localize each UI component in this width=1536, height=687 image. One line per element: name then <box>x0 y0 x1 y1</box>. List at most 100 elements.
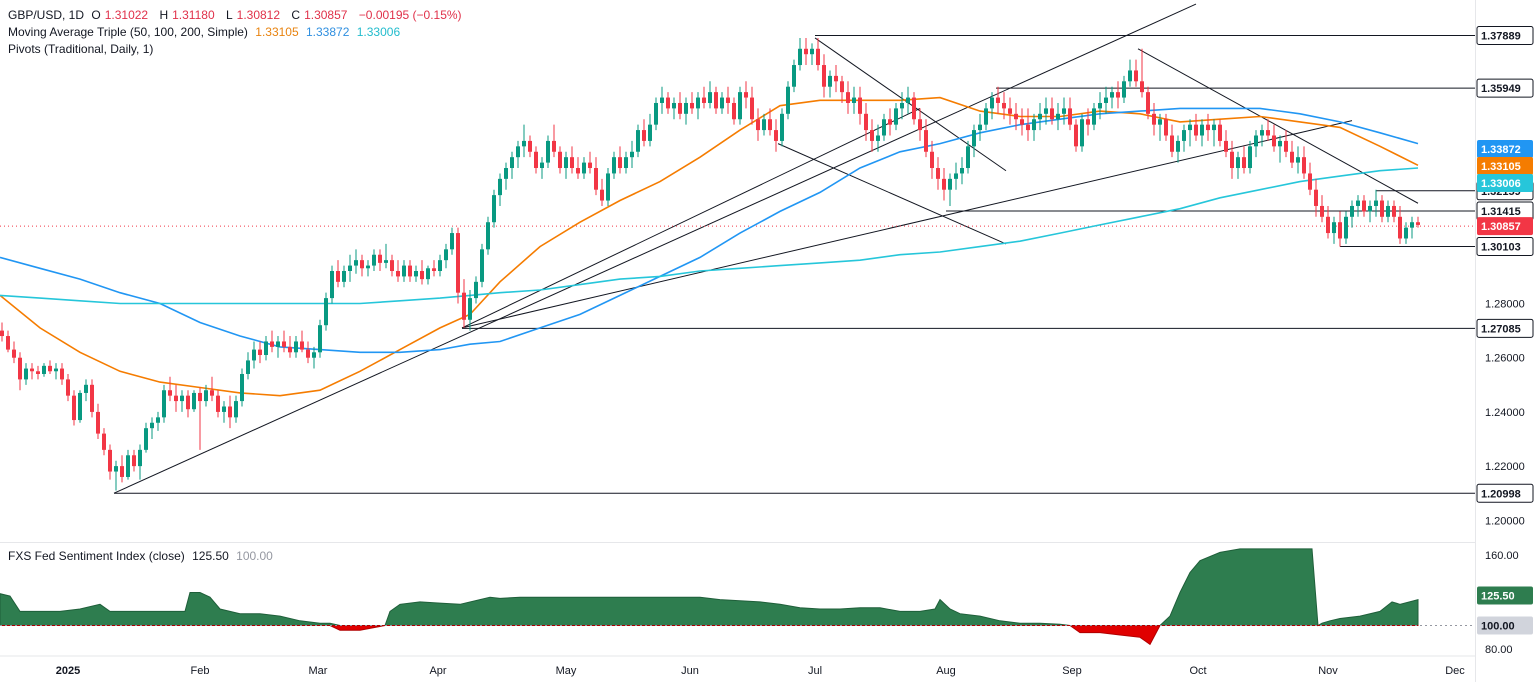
candle-body <box>540 162 544 169</box>
candle-body <box>264 341 268 356</box>
candle <box>1242 146 1246 174</box>
candle <box>366 260 370 277</box>
candle <box>216 390 220 418</box>
candle-body <box>198 392 202 402</box>
ma-legend-label[interactable]: Moving Average Triple (50, 100, 200, Sim… <box>8 25 248 39</box>
sentiment-positive-area <box>0 548 1419 627</box>
candle <box>972 124 976 158</box>
pivot-badge-5: 1.27085 <box>1476 318 1534 338</box>
candle <box>1308 162 1312 196</box>
candle <box>780 108 784 147</box>
candle <box>1056 102 1060 131</box>
candle <box>798 37 802 71</box>
candle <box>162 384 166 423</box>
candle <box>924 119 928 158</box>
candle-body <box>492 195 496 223</box>
candle <box>1320 195 1324 223</box>
candle <box>402 260 406 282</box>
ma100-line <box>0 107 1419 354</box>
candle-body <box>222 406 226 412</box>
symbol-label[interactable]: GBP/USD, 1D <box>8 8 85 22</box>
candle <box>1302 146 1306 179</box>
candle-body <box>624 157 628 169</box>
candle <box>552 124 556 158</box>
candle-body <box>1092 108 1096 125</box>
candle <box>348 254 352 282</box>
ma200-line <box>0 167 1419 305</box>
candle <box>654 97 658 131</box>
candle-body <box>588 162 592 169</box>
candle <box>258 341 262 364</box>
candle <box>168 376 172 402</box>
candle <box>1074 119 1078 152</box>
candle-body <box>84 384 88 393</box>
candle <box>1068 97 1072 131</box>
candle-body <box>1026 124 1030 131</box>
candle <box>1410 216 1414 239</box>
candle-body <box>1206 124 1210 131</box>
candle-body <box>138 449 142 467</box>
candle-body <box>552 140 556 152</box>
candle-body <box>738 92 742 120</box>
candle-body <box>756 119 760 131</box>
candle <box>1404 222 1408 244</box>
candle-body <box>696 97 700 109</box>
candle-body <box>774 130 778 141</box>
candle-body <box>426 268 430 280</box>
candle-body <box>1380 200 1384 217</box>
sentiment-legend-label[interactable]: FXS Fed Sentiment Index (close) <box>8 549 185 563</box>
candle <box>684 97 688 125</box>
candle-body <box>1326 216 1330 234</box>
price-tick-label: 1.28000 <box>1485 299 1525 311</box>
candle-body <box>378 254 382 263</box>
price-tick-label: 1.22000 <box>1485 461 1525 473</box>
candle <box>378 249 382 271</box>
candle-body <box>114 466 118 472</box>
candle <box>738 86 742 125</box>
candle-body <box>1362 200 1366 212</box>
candle-body <box>456 233 460 293</box>
candle <box>0 322 4 342</box>
candle-body <box>438 260 442 271</box>
pivot-badge-4-bg <box>1476 237 1534 257</box>
candle-body <box>870 130 874 141</box>
pivot-badge-0: 1.37889 <box>1476 26 1534 46</box>
time-tick-label: Jul <box>808 665 822 677</box>
candle <box>648 113 652 147</box>
candle-body <box>36 371 40 374</box>
candle <box>852 86 856 114</box>
candle-body <box>648 124 652 141</box>
candle-body <box>1308 173 1312 190</box>
candle <box>288 336 292 358</box>
candle-body <box>24 368 28 380</box>
candle <box>522 124 526 158</box>
pivots-legend-label[interactable]: Pivots (Traditional, Daily, 1) <box>8 42 154 56</box>
candle-body <box>1194 124 1198 136</box>
candle <box>1254 130 1258 158</box>
candle-body <box>90 384 94 412</box>
candle <box>6 330 10 353</box>
trendline-1 <box>461 120 1353 329</box>
candle-body <box>1110 92 1114 98</box>
candle-body <box>336 271 340 282</box>
candle-body <box>582 162 586 174</box>
candle <box>1272 124 1276 152</box>
candle-body <box>408 265 412 277</box>
price-axis-border <box>1475 0 1476 682</box>
candle <box>330 265 334 304</box>
candle <box>222 401 226 423</box>
time-tick-label: Sep <box>1062 665 1082 677</box>
pivot-badge-1: 1.35949 <box>1476 78 1534 98</box>
candle <box>492 189 496 228</box>
pane-separator[interactable] <box>0 542 1475 543</box>
candle-body <box>636 130 640 152</box>
candle <box>396 260 400 282</box>
candle <box>1020 108 1024 136</box>
pivot-badge-6-text: 1.20998 <box>1481 488 1521 500</box>
candle <box>1374 189 1378 217</box>
candle-body <box>42 365 46 374</box>
candle <box>708 81 712 109</box>
candle <box>702 86 706 109</box>
candle-body <box>1200 124 1204 136</box>
